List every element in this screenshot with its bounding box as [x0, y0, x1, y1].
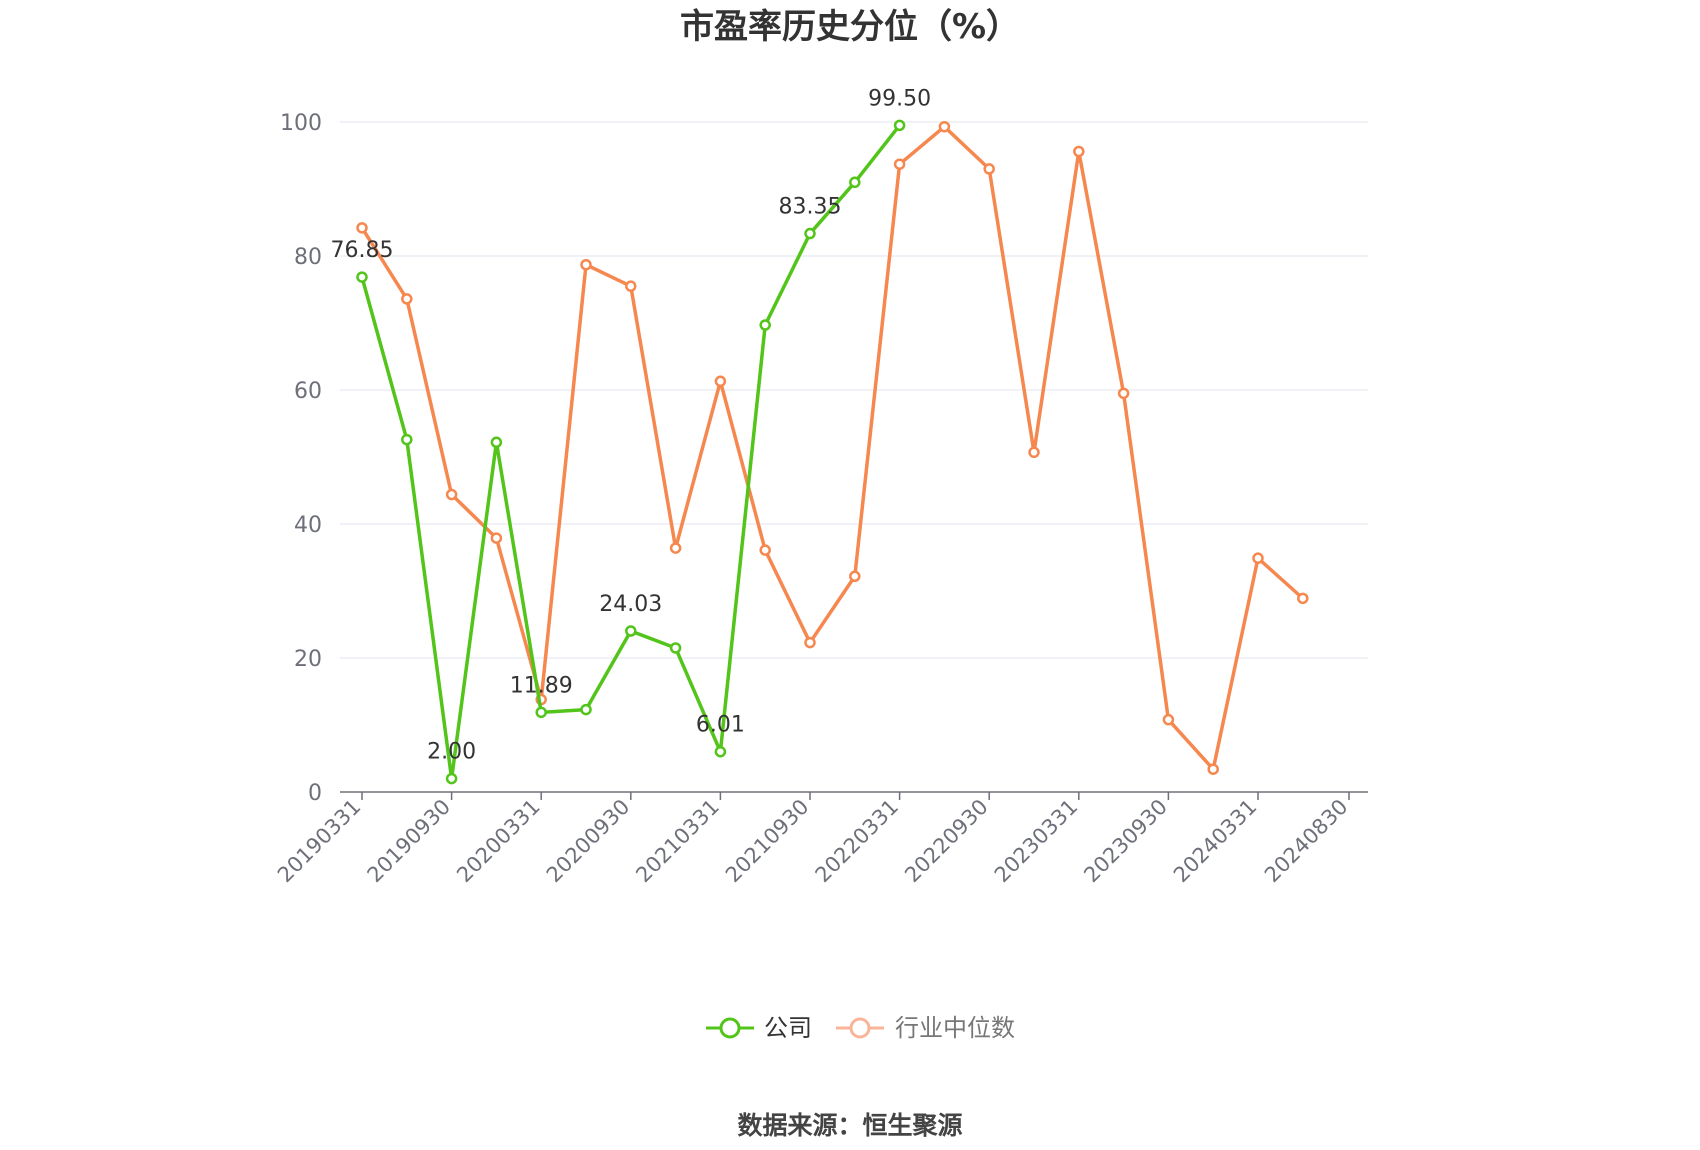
data-point-s0-20210630 [759, 319, 771, 331]
data-source: 数据来源：恒生聚源 [737, 1111, 962, 1140]
x-tick-label-20230331: 20230331 [990, 795, 1083, 888]
legend[interactable]: 公司 行业中位数 [706, 1014, 1015, 1042]
x-tick-label-20240331: 20240331 [1169, 795, 1262, 888]
x-tick-label-20210930: 20210930 [721, 795, 814, 888]
data-point-s0-20210930 [804, 227, 816, 240]
data-point-s1-20190930 [445, 488, 458, 501]
data-point-s1-20240830 [1297, 592, 1309, 605]
data-point-s1-20210630 [759, 544, 771, 556]
data-point-s0-20200331 [535, 706, 547, 719]
data-label-20220331: 99.50 [868, 86, 931, 111]
x-tick-label-20230930: 20230930 [1079, 795, 1172, 888]
data-labels: 76.85 2.00 11.89 24.03 6.01 83.35 99.50 [331, 86, 932, 764]
data-point-s1-20190630 [401, 293, 413, 305]
data-point-s1-20210930 [804, 636, 816, 649]
x-tick-label-20200331: 20200331 [452, 795, 545, 888]
data-point-s1-20220331 [893, 158, 906, 170]
y-tick-label-0: 0 [308, 781, 322, 806]
y-tick-label-20: 20 [294, 647, 322, 672]
data-label-20210331: 6.01 [696, 713, 745, 738]
data-point-s1-20201231 [669, 542, 682, 554]
data-point-s1-20230630 [1117, 387, 1130, 400]
x-tick-label-20210331: 20210331 [631, 795, 724, 888]
data-point-s0-20190630 [401, 433, 413, 446]
data-point-s1-20231231 [1207, 763, 1219, 775]
data-point-s0-20220331 [893, 119, 906, 132]
legend-label-industry-median: 行业中位数 [895, 1014, 1015, 1042]
legend-marker-industry-median [849, 1017, 871, 1039]
data-point-s1-20190331 [356, 222, 368, 234]
data-point-s1-20221231 [1028, 446, 1040, 459]
data-point-s1-20211231 [849, 570, 861, 583]
y-tick-label-60: 60 [294, 379, 322, 404]
data-point-s0-20200930 [625, 625, 637, 637]
data-point-s1-20220930 [983, 163, 995, 175]
data-label-20200930: 24.03 [599, 592, 662, 617]
data-point-s1-20230930 [1162, 713, 1175, 726]
data-point-s1-20240331 [1252, 552, 1264, 564]
x-tick-label-20200930: 20200930 [542, 795, 635, 888]
y-tick-label-80: 80 [294, 245, 322, 270]
data-point-s0-20190930 [445, 772, 458, 785]
data-point-s0-20191231 [490, 436, 503, 449]
data-point-s1-20220630 [938, 120, 951, 133]
data-point-s1-20191231 [490, 532, 503, 544]
data-label-20190331: 76.85 [331, 238, 394, 263]
chart-title: 市盈率历史分位（%） [680, 7, 1020, 47]
y-tick-label-40: 40 [294, 513, 322, 538]
x-tick-label-20190331: 20190331 [273, 795, 366, 888]
x-axis: 2019033120190930202003312020093020210331… [273, 791, 1368, 888]
series-line-1 [360, 124, 1304, 771]
data-point-s1-20200630 [580, 258, 592, 271]
legend-item-industry-median[interactable]: 行业中位数 [836, 1014, 1015, 1042]
x-tick-label-20220331: 20220331 [811, 795, 904, 888]
x-tick-label-20240830: 20240830 [1260, 795, 1353, 888]
series-layer [356, 119, 1309, 785]
data-label-20190930: 2.00 [427, 740, 476, 765]
x-tick-label-20220930: 20220930 [900, 795, 993, 888]
data-point-s0-20211231 [849, 176, 861, 189]
y-tick-label-100: 100 [280, 111, 322, 136]
data-point-s1-20200930 [625, 280, 637, 292]
legend-marker-company [719, 1017, 741, 1039]
legend-item-company[interactable]: 公司 [706, 1014, 812, 1042]
data-point-s1-20230331 [1073, 145, 1085, 158]
data-label-20210930: 83.35 [779, 195, 842, 220]
legend-label-company: 公司 [764, 1014, 812, 1042]
data-label-20200331: 11.89 [510, 673, 573, 698]
y-axis: 0 20 40 60 80 100 [280, 111, 322, 806]
data-point-s1-20210331 [714, 375, 727, 388]
data-point-s0-20190331 [356, 271, 368, 283]
data-point-s0-20201231 [669, 642, 682, 654]
data-point-s0-20200630 [580, 703, 592, 716]
x-tick-label-20190930: 20190930 [363, 795, 456, 888]
data-point-s0-20210331 [714, 745, 727, 758]
